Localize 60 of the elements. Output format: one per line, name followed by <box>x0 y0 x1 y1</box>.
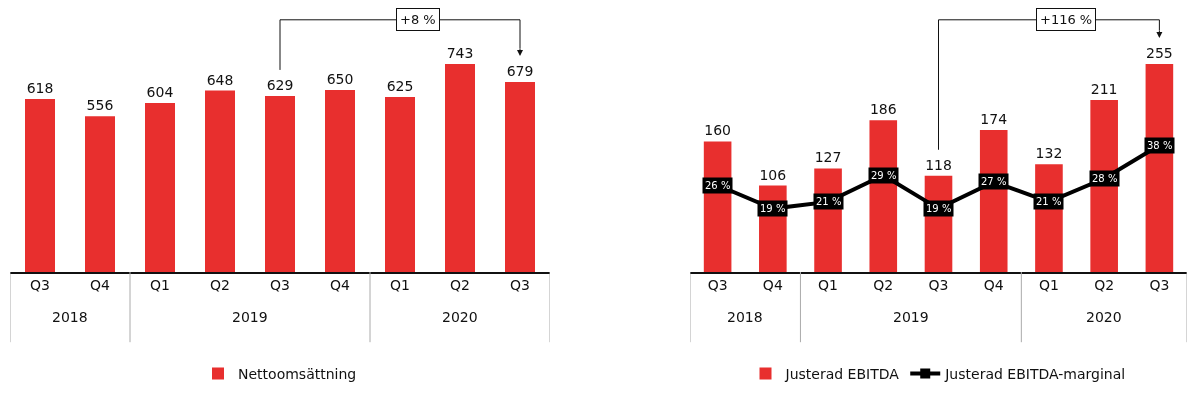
x-tick-label: Q2 <box>210 277 230 294</box>
data-label: 629 <box>266 76 294 93</box>
bar <box>869 120 898 272</box>
legend-label: Nettoomsättning <box>238 365 357 382</box>
x-tick-label: Q1 <box>818 277 839 294</box>
bar <box>205 90 235 272</box>
bar <box>265 95 295 272</box>
data-label: 106 <box>759 166 787 183</box>
x-tick-label: Q2 <box>1094 277 1115 294</box>
text: +116 % <box>1040 12 1093 27</box>
data-label: 556 <box>86 97 114 114</box>
x-tick-label: Q1 <box>390 277 410 294</box>
data-label: 650 <box>326 71 354 88</box>
x-tick-label: Q2 <box>873 277 894 294</box>
x-tick-label: Q3 <box>270 277 290 294</box>
bar <box>505 81 535 272</box>
data-label: 160 <box>704 122 731 139</box>
x-tick-label: Q2 <box>450 277 470 294</box>
text: 2018 <box>727 309 763 325</box>
bar <box>703 141 732 272</box>
data-label: 625 <box>386 78 414 95</box>
x-tick-label: Q4 <box>983 277 1004 294</box>
x-tick-label: Q3 <box>510 277 530 294</box>
text: 2020 <box>442 309 478 325</box>
legend-label: Justerad EBITDA <box>784 365 900 382</box>
x-tick-label: Q3 <box>30 277 50 294</box>
text: +8 % <box>400 12 436 27</box>
x-tick-label: Q4 <box>90 277 111 294</box>
data-label: 255 <box>1146 45 1173 61</box>
text: 2019 <box>893 309 929 325</box>
data-label: 132 <box>1035 145 1063 162</box>
data-label: 648 <box>206 71 234 88</box>
bar <box>145 102 175 272</box>
bar <box>1145 64 1174 272</box>
x-tick-label: Q1 <box>1038 277 1059 294</box>
text: 2020 <box>1086 309 1122 325</box>
data-label: 618 <box>26 79 54 96</box>
x-tick-label: Q4 <box>762 277 783 294</box>
x-tick-label: Q3 <box>1149 277 1170 294</box>
bar <box>445 64 475 272</box>
bar <box>1090 99 1118 272</box>
data-label: 743 <box>446 45 474 61</box>
data-label: 118 <box>925 156 952 173</box>
x-tick-label: Q1 <box>150 277 170 294</box>
bar <box>85 116 115 272</box>
bar <box>325 90 355 272</box>
data-label: 174 <box>980 111 1008 128</box>
x-tick-label: Q3 <box>928 277 949 294</box>
bar <box>385 97 415 272</box>
data-label: 604 <box>146 83 174 100</box>
data-label: 127 <box>814 149 842 166</box>
bar <box>25 98 55 272</box>
x-tick-label: Q3 <box>707 277 728 294</box>
text: 2018 <box>52 309 88 325</box>
data-label: 679 <box>506 62 534 79</box>
x-tick-label: Q4 <box>330 277 351 294</box>
data-label: 186 <box>869 101 897 118</box>
legend-label: Justerad EBITDA-marginal <box>944 365 1126 382</box>
text: 2019 <box>232 309 268 325</box>
data-label: 211 <box>1090 80 1118 97</box>
